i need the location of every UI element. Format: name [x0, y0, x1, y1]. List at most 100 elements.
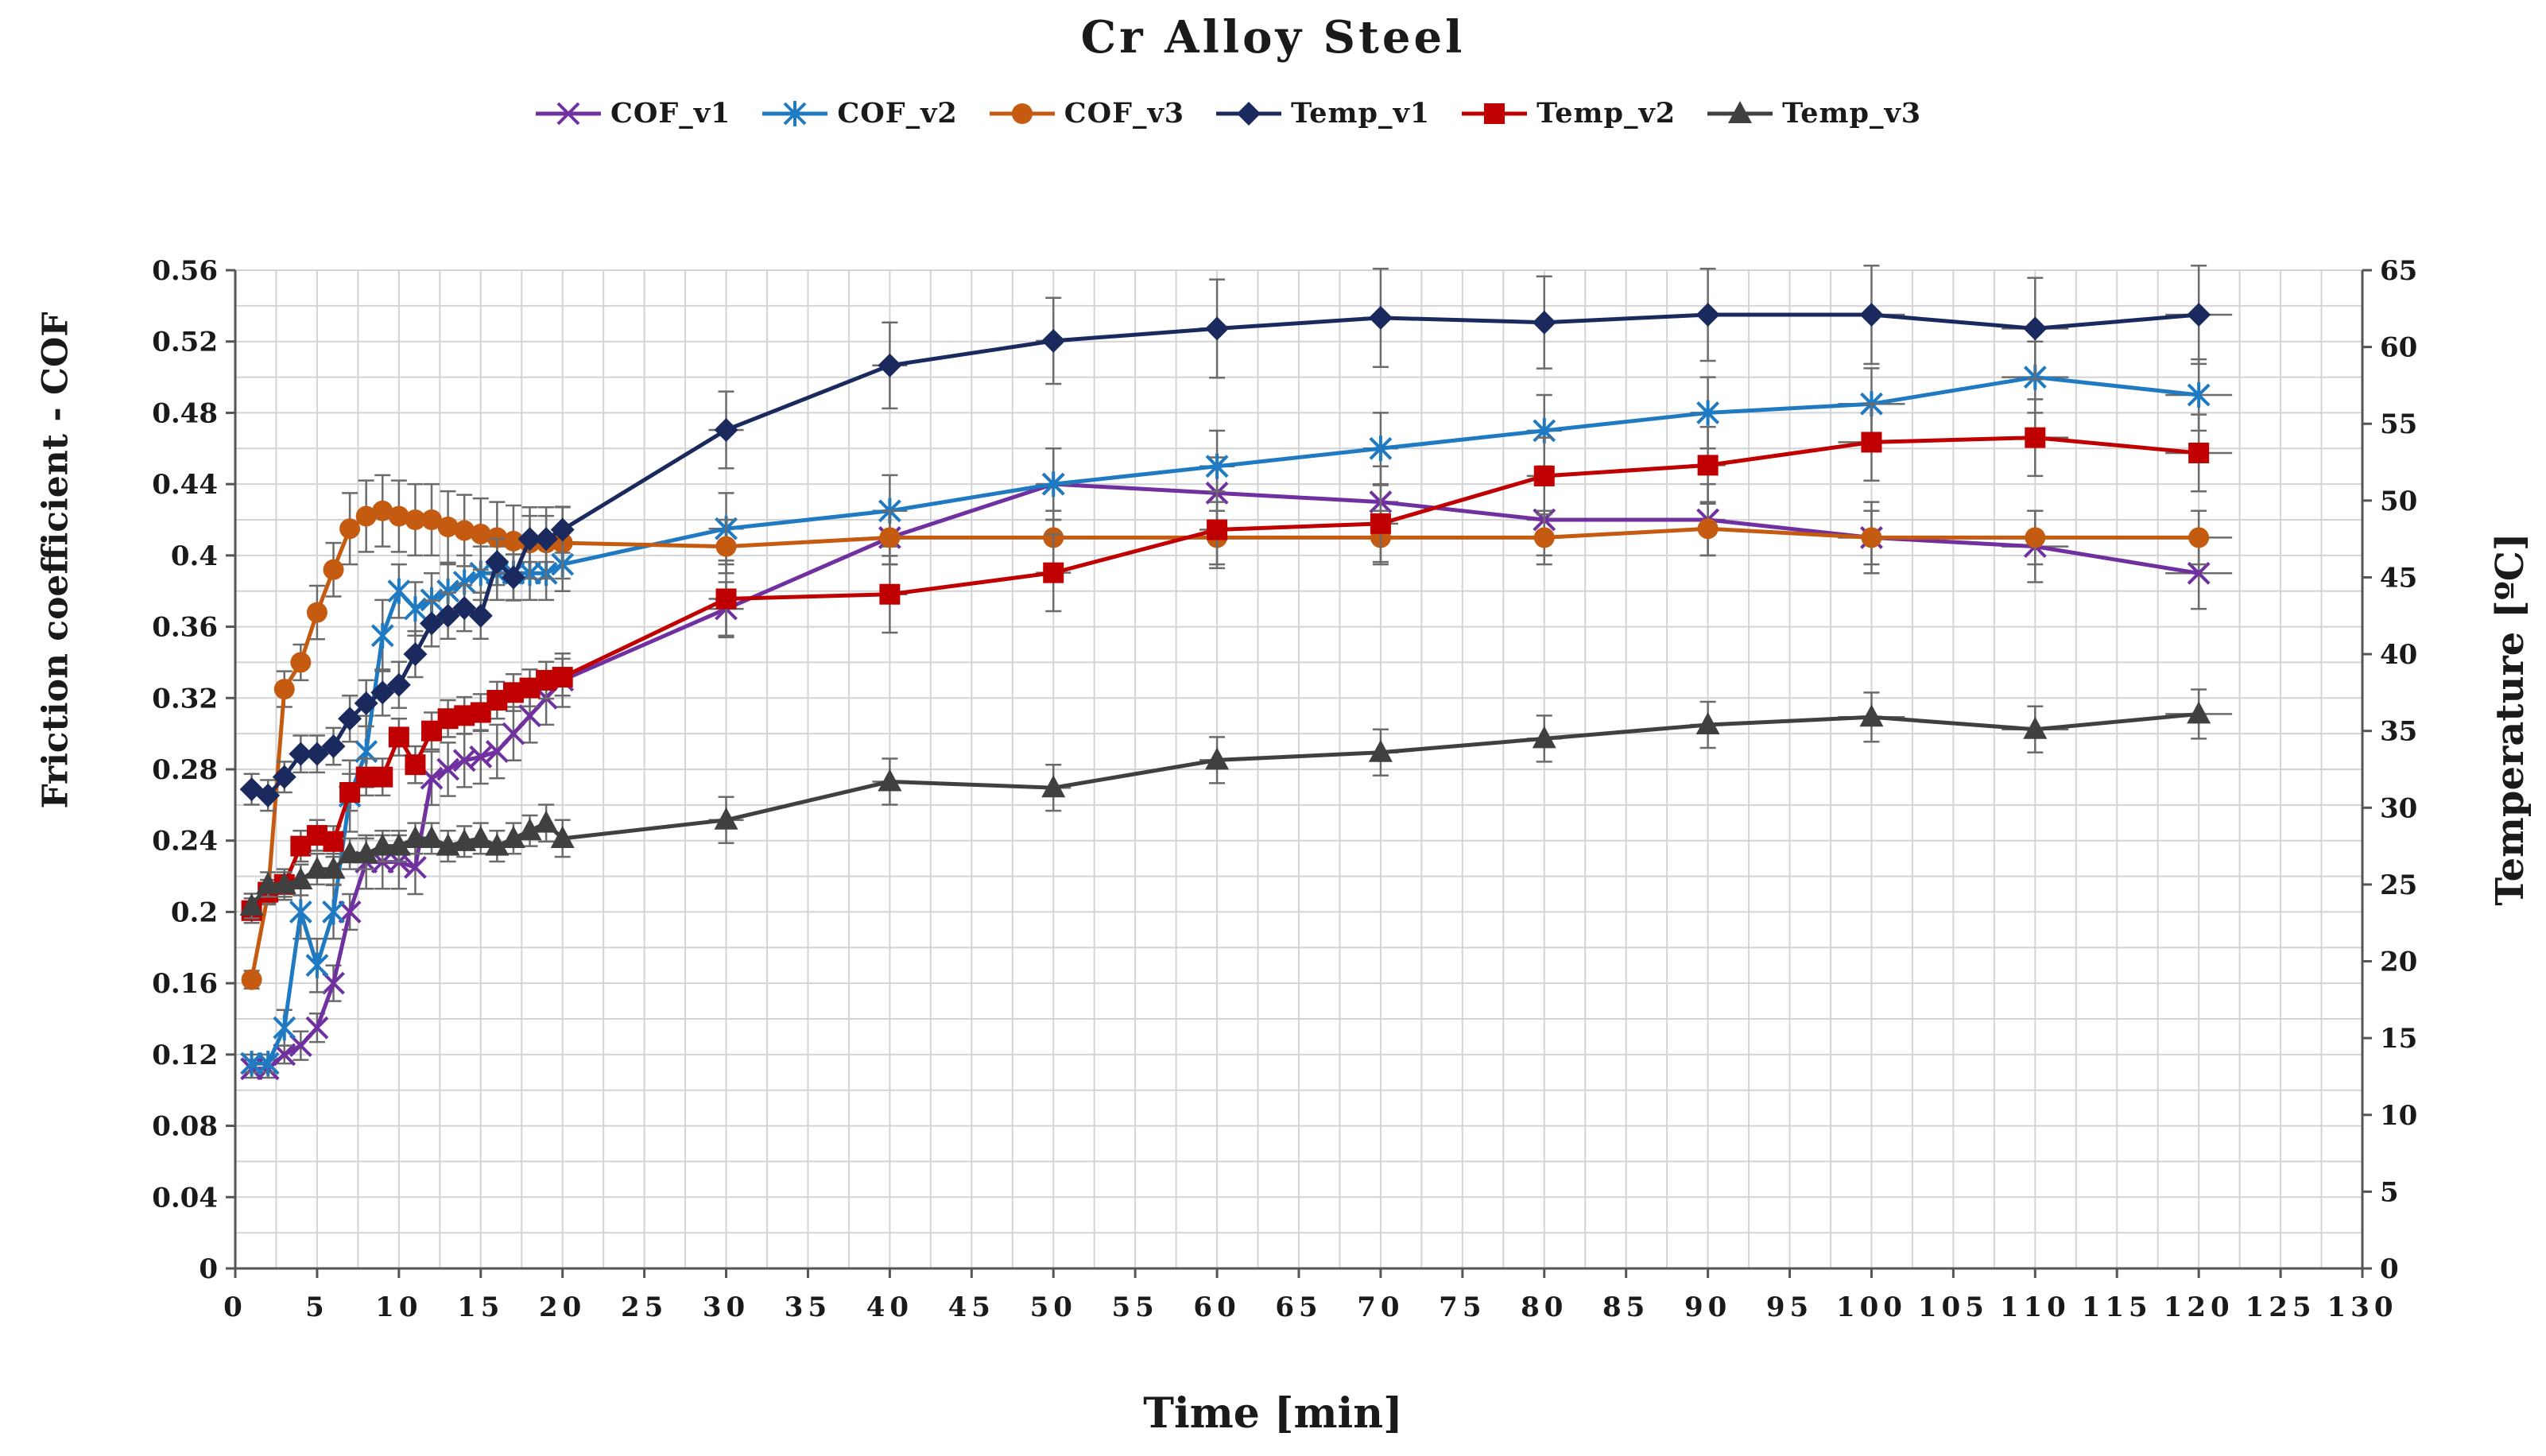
y-tick-label-right: 45 — [2380, 562, 2417, 594]
data-point — [469, 745, 493, 769]
series-Temp_v3 — [239, 688, 2233, 920]
y-tick-label-right: 20 — [2380, 947, 2417, 978]
marker-stroke — [338, 900, 362, 924]
data-point — [338, 900, 362, 924]
data-point — [552, 667, 573, 688]
y-axis-left-label: Friction coefficient - COF — [35, 312, 76, 809]
data-point — [1859, 704, 1884, 727]
data-point — [404, 596, 427, 622]
x-tick-label: 80 — [1521, 1291, 1568, 1323]
data-point — [2187, 701, 2211, 724]
data-point — [2187, 382, 2211, 408]
y-tick-label-left: 0.36 — [152, 612, 218, 644]
data-point — [1697, 455, 1719, 476]
x-tick-label: 25 — [621, 1291, 668, 1323]
legend-marker — [1728, 100, 1753, 123]
series-Temp_v2 — [241, 398, 2233, 924]
y-tick-label-right: 40 — [2380, 639, 2417, 671]
marker-stroke — [404, 855, 427, 879]
data-point — [240, 1051, 263, 1077]
data-point — [1532, 310, 1556, 335]
data-point — [323, 831, 344, 852]
data-point — [1207, 519, 1228, 540]
data-point — [2187, 561, 2211, 585]
y-tick-label-right: 10 — [2380, 1100, 2417, 1132]
data-point — [1370, 513, 1391, 534]
x-tick-label: 125 — [2246, 1291, 2316, 1323]
legend-label: Temp_v1 — [1291, 97, 1431, 130]
data-point — [372, 500, 393, 521]
axes — [226, 269, 2372, 1278]
data-point — [338, 841, 362, 864]
legend-swatch — [536, 102, 601, 125]
data-point — [534, 527, 559, 552]
x-tick-label: 120 — [2164, 1291, 2234, 1323]
data-point — [1696, 400, 1720, 426]
data-point — [273, 679, 295, 700]
data-point — [1695, 303, 1720, 327]
data-point — [534, 810, 559, 833]
data-point — [550, 825, 575, 848]
x-tick-label: 90 — [1684, 1291, 1731, 1323]
y-tick-label-right: 5 — [2380, 1176, 2399, 1208]
x-tick-label: 40 — [866, 1291, 913, 1323]
data-point — [354, 841, 378, 864]
data-point — [386, 672, 411, 697]
x-tick-label: 10 — [375, 1291, 422, 1323]
legend-swatch — [1462, 103, 1528, 124]
data-point — [1697, 518, 1719, 540]
legend-label: COF_v2 — [837, 97, 958, 130]
data-point — [404, 855, 427, 879]
data-point — [289, 742, 313, 766]
y-tick-label-left: 0.08 — [152, 1111, 218, 1143]
data-point — [1205, 747, 1230, 770]
data-point — [256, 871, 281, 894]
data-point — [1043, 562, 1064, 583]
data-point — [715, 536, 737, 557]
marker-stroke — [556, 102, 580, 125]
legend-item: COF_v3 — [986, 97, 1184, 130]
x-tick-label: 15 — [457, 1291, 504, 1323]
marker-stroke — [452, 749, 476, 773]
y-tick-label-left: 0.32 — [152, 683, 218, 714]
data-point — [354, 691, 378, 715]
data-point — [1861, 527, 1882, 548]
marker-stroke — [273, 1043, 296, 1067]
series-line — [251, 375, 2199, 1066]
y-tick-label-left: 0.48 — [152, 397, 218, 429]
data-point — [289, 867, 313, 890]
data-point — [1041, 471, 1065, 498]
data-point — [2023, 316, 2048, 341]
data-point — [304, 856, 329, 879]
series-COF_v3 — [241, 474, 2233, 990]
data-point — [502, 530, 524, 552]
data-point — [517, 818, 542, 841]
data-point — [2188, 527, 2210, 548]
y-tick-label-right: 55 — [2380, 409, 2417, 440]
y-tick-label-left: 0.04 — [152, 1182, 218, 1214]
x-tick-label: 110 — [2000, 1291, 2071, 1323]
y-tick-label-left: 0 — [199, 1253, 218, 1285]
x-tick-label: 35 — [785, 1291, 831, 1323]
y-tick-label-left: 0.12 — [152, 1040, 218, 1071]
marker-stroke — [436, 757, 460, 781]
marker-stroke — [322, 971, 345, 995]
data-point — [321, 734, 346, 759]
data-point — [405, 754, 426, 776]
y-tick-label-left: 0.52 — [152, 327, 218, 358]
y-tick-label-left: 0.2 — [171, 896, 218, 928]
legend-item: COF_v1 — [533, 97, 730, 130]
data-point — [1041, 328, 1066, 353]
data-point — [714, 807, 738, 830]
data-point — [468, 825, 493, 848]
data-point — [256, 1051, 280, 1077]
marker-stroke — [305, 1016, 329, 1040]
data-point — [273, 1043, 296, 1067]
data-point — [879, 583, 901, 605]
legend-marker — [1011, 103, 1033, 124]
data-point — [306, 602, 327, 623]
data-point — [1368, 305, 1393, 330]
data-point — [437, 516, 459, 537]
y-tick-label-left: 0.16 — [152, 968, 218, 1000]
data-point — [715, 588, 737, 610]
